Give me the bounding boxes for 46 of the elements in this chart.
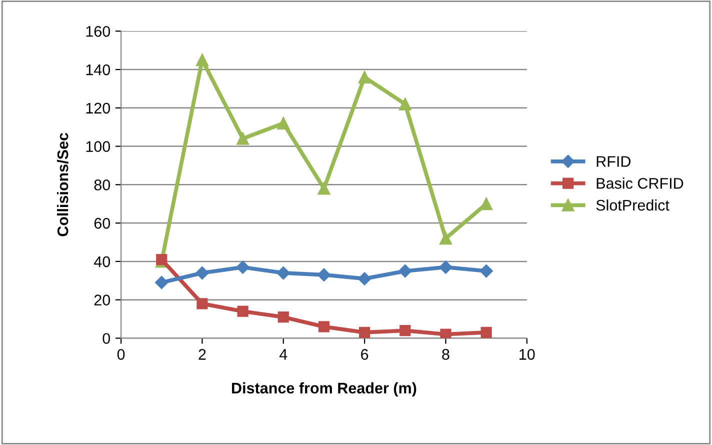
point bbox=[318, 182, 330, 195]
y-tick-label: 160 bbox=[86, 26, 110, 37]
point bbox=[196, 54, 208, 66]
x-tick-label: 0 bbox=[117, 349, 125, 360]
point bbox=[276, 266, 290, 280]
point bbox=[480, 264, 493, 278]
x-tick-label: 4 bbox=[279, 349, 288, 360]
x-tick-label: 10 bbox=[520, 349, 535, 360]
y-tick-label: 40 bbox=[94, 256, 110, 268]
point bbox=[196, 298, 208, 310]
x-tick-label: 2 bbox=[198, 349, 206, 360]
point bbox=[358, 272, 372, 286]
point bbox=[317, 268, 331, 282]
point bbox=[400, 324, 411, 336]
point bbox=[236, 260, 250, 274]
y-tick-label: 100 bbox=[86, 141, 110, 152]
x-axis-title: Distance from Reader (m) bbox=[232, 382, 416, 397]
point bbox=[480, 198, 493, 210]
point bbox=[318, 321, 330, 332]
point bbox=[196, 266, 209, 280]
point bbox=[439, 260, 452, 274]
x-tick-label: 6 bbox=[361, 349, 368, 360]
point bbox=[440, 328, 452, 338]
point bbox=[277, 117, 290, 130]
point bbox=[237, 306, 248, 317]
point bbox=[439, 232, 452, 245]
point bbox=[156, 254, 168, 266]
legend-label: SlotPredict bbox=[596, 199, 670, 211]
point bbox=[358, 70, 371, 84]
y-tick-label: 20 bbox=[94, 294, 110, 306]
y-tick-label: 120 bbox=[86, 102, 110, 114]
legend-label: RFID bbox=[596, 156, 630, 167]
point bbox=[155, 276, 168, 290]
y-tick-label: 80 bbox=[94, 180, 110, 190]
y-tick-label: 60 bbox=[94, 218, 110, 229]
point bbox=[398, 264, 412, 278]
point bbox=[236, 132, 250, 145]
y-axis-title: Collisions/Sec bbox=[57, 132, 68, 236]
point bbox=[398, 98, 412, 110]
x-tick-label: 8 bbox=[442, 349, 450, 360]
point bbox=[480, 326, 492, 338]
y-tick-label: 140 bbox=[86, 64, 110, 76]
y-tick-label: 0 bbox=[102, 333, 110, 344]
point bbox=[358, 326, 370, 338]
legend-label: Basic CRFID bbox=[596, 178, 684, 189]
point bbox=[278, 312, 289, 323]
